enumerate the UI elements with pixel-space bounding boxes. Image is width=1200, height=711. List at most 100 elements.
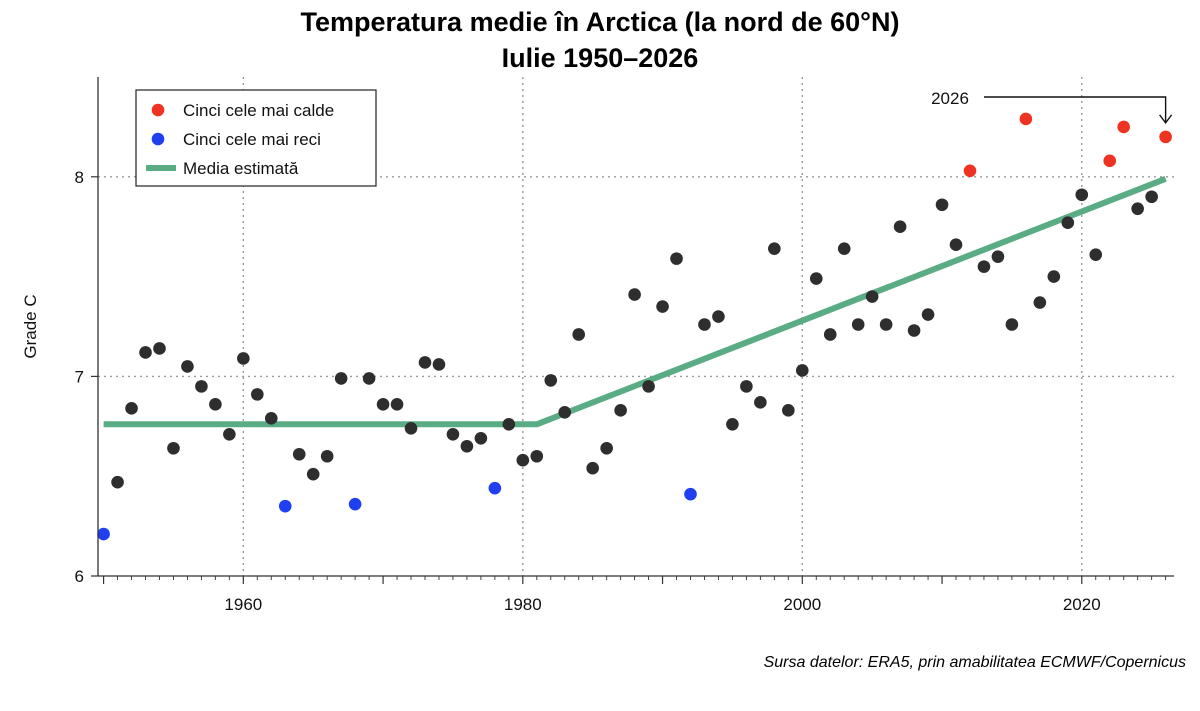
annotation-arrow <box>984 96 1167 123</box>
data-point-other <box>292 447 306 461</box>
data-point-other <box>935 198 949 212</box>
data-point-other <box>544 374 558 387</box>
data-point-warm <box>1159 130 1172 144</box>
data-point-other <box>656 300 669 313</box>
x-tick-label: 2000 <box>783 595 821 614</box>
data-point-other <box>1033 296 1047 309</box>
data-point-other <box>809 272 823 285</box>
data-point-other <box>432 358 446 371</box>
data-point-cold <box>348 497 362 511</box>
data-point-other <box>111 475 124 489</box>
data-point-other <box>1061 216 1075 230</box>
data-point-other <box>474 431 488 445</box>
data-point-other <box>768 242 781 255</box>
data-point-other <box>139 346 152 359</box>
data-point-other <box>837 242 851 255</box>
y-tick-label: 8 <box>75 168 84 187</box>
data-point-other <box>320 449 334 463</box>
y-tick-label: 6 <box>75 567 84 586</box>
data-point-other <box>991 250 1005 263</box>
data-point-warm <box>963 164 977 178</box>
data-point-other <box>237 352 250 365</box>
data-point-other <box>726 418 739 431</box>
data-point-other <box>376 398 390 411</box>
annotation-label: 2026 <box>931 89 969 108</box>
data-point-other <box>306 467 320 481</box>
data-point-other <box>628 288 641 301</box>
axes: 1960 1980 2000 2020 6 7 8 Grade C <box>21 77 1174 614</box>
data-point-warm <box>1117 120 1130 134</box>
data-point-other <box>712 310 725 323</box>
data-point-warm <box>1019 112 1033 126</box>
data-point-other <box>1145 190 1158 204</box>
data-point-other <box>977 260 991 273</box>
data-point-other <box>1089 248 1103 261</box>
trend-line <box>103 176 1167 428</box>
data-point-other <box>823 328 837 341</box>
legend: Cinci cele mai calde Cinci cele mai reci M… <box>135 89 377 187</box>
data-source-note: Sursa datelor: ERA5, prin amabilitatea E… <box>763 654 1186 671</box>
data-point-other <box>334 372 348 385</box>
data-point-other <box>558 406 572 419</box>
data-point-other <box>460 439 474 453</box>
data-point-warm <box>1103 154 1117 168</box>
data-point-other <box>893 220 907 233</box>
y-tick-label: 7 <box>75 367 84 386</box>
annotation-arrowhead <box>1159 114 1173 125</box>
data-point-other <box>404 421 418 435</box>
data-point-other <box>1075 188 1089 202</box>
data-point-other <box>390 398 404 411</box>
data-point-other <box>209 398 222 411</box>
data-point-cold <box>684 487 697 501</box>
trend-line-layer <box>103 176 1167 428</box>
data-point-other <box>251 388 264 401</box>
data-point-cold <box>278 499 292 513</box>
data-point-other <box>614 404 627 417</box>
legend-swatch-cold <box>151 132 165 146</box>
data-point-other <box>879 318 893 331</box>
data-point-other <box>572 328 586 341</box>
data-point-other <box>782 404 795 417</box>
legend-swatch-warm <box>151 103 165 117</box>
data-point-other <box>153 342 166 355</box>
annotation: 2026 <box>931 89 1173 125</box>
data-point-other <box>642 380 655 393</box>
data-point-other <box>754 396 767 409</box>
x-tick-label: 2020 <box>1063 595 1101 614</box>
data-point-other <box>740 380 753 393</box>
data-points <box>97 112 1172 541</box>
data-point-other <box>223 427 236 441</box>
data-point-other <box>264 412 278 425</box>
data-point-other <box>1047 270 1061 283</box>
data-point-other <box>446 427 460 441</box>
data-point-other <box>362 372 376 385</box>
data-point-other <box>698 318 711 331</box>
data-point-other <box>502 418 516 431</box>
data-point-other <box>921 308 935 321</box>
legend-label: Media estimată <box>183 159 299 178</box>
data-point-other <box>181 360 194 373</box>
data-point-cold <box>488 481 502 495</box>
chart-title: Temperatura medie în Arctica (la nord de… <box>300 7 900 37</box>
data-point-other <box>851 318 865 331</box>
data-point-other <box>795 364 809 377</box>
data-point-other <box>865 290 879 303</box>
data-point-cold <box>97 527 110 541</box>
chart-subtitle: Iulie 1950–2026 <box>501 43 699 73</box>
y-axis-label: Grade C <box>21 294 40 358</box>
data-point-other <box>125 402 138 415</box>
data-point-other <box>530 449 544 463</box>
data-point-other <box>949 238 963 251</box>
data-point-other <box>670 252 683 265</box>
x-tick-label: 1960 <box>224 595 262 614</box>
legend-label: Cinci cele mai calde <box>183 101 334 120</box>
data-point-other <box>907 324 921 337</box>
legend-label: Cinci cele mai reci <box>183 130 321 149</box>
data-point-other <box>1005 318 1019 331</box>
data-point-other <box>600 441 613 455</box>
x-tick-label: 1980 <box>504 595 542 614</box>
data-point-other <box>195 380 208 393</box>
data-point-other <box>167 441 180 455</box>
data-point-other <box>586 461 599 475</box>
